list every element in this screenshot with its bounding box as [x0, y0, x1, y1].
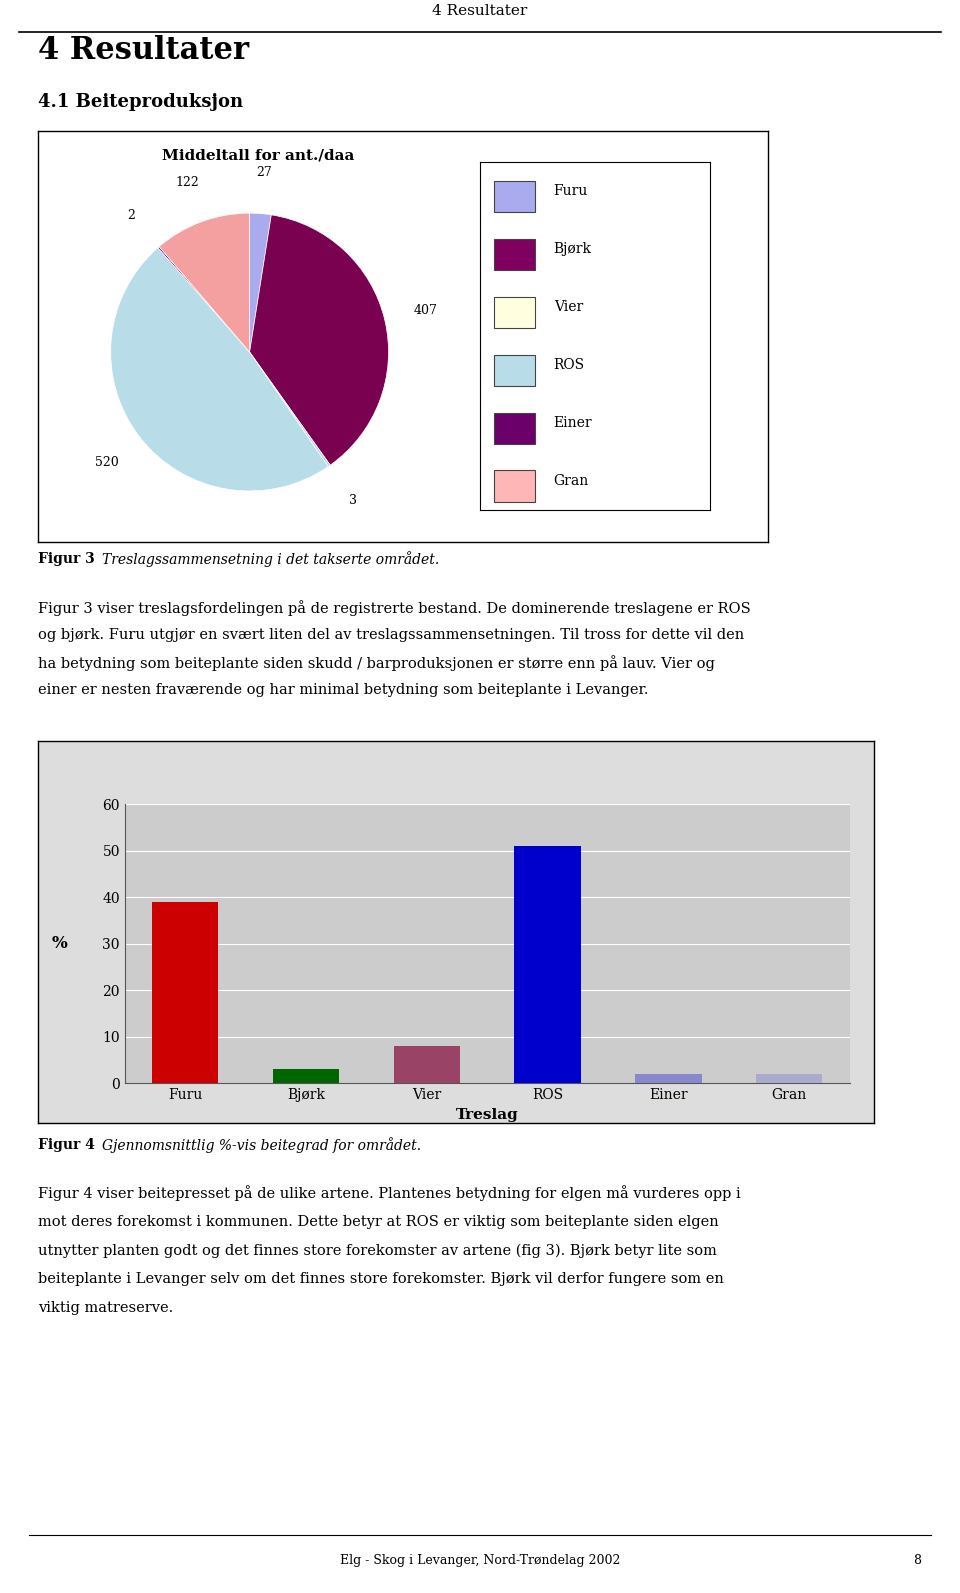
- Bar: [493, 182, 536, 212]
- Text: Middeltall for ant./daa: Middeltall for ant./daa: [162, 148, 354, 162]
- Text: Gran: Gran: [554, 473, 589, 487]
- Text: 122: 122: [175, 177, 199, 190]
- Bar: [493, 470, 536, 502]
- Text: Einer: Einer: [554, 416, 592, 430]
- Bar: [152, 902, 219, 1083]
- Text: Treslagssammensetning i det takserte området.: Treslagssammensetning i det takserte omr…: [102, 551, 440, 567]
- Text: 407: 407: [414, 304, 438, 317]
- Text: Vier: Vier: [554, 299, 583, 314]
- Text: ROS: ROS: [554, 358, 585, 373]
- Text: Bjørk: Bjørk: [554, 242, 591, 256]
- Bar: [493, 355, 536, 386]
- Text: beiteplante i Levanger selv om det finnes store forekomster. Bjørk vil derfor fu: beiteplante i Levanger selv om det finne…: [38, 1273, 724, 1286]
- Text: Figur 3 viser treslagsfordelingen på de registrerte bestand. De dominerende tres: Figur 3 viser treslagsfordelingen på de …: [38, 601, 751, 616]
- Bar: [493, 413, 536, 444]
- Text: viktig matreserve.: viktig matreserve.: [38, 1301, 174, 1314]
- Text: Figur 4: Figur 4: [38, 1139, 100, 1152]
- Wedge shape: [250, 352, 330, 467]
- Bar: [493, 296, 536, 328]
- Text: 3: 3: [349, 494, 357, 507]
- Wedge shape: [250, 213, 272, 352]
- Text: 4.1 Beiteproduksjon: 4.1 Beiteproduksjon: [38, 92, 244, 110]
- Text: Figur 3: Figur 3: [38, 553, 100, 566]
- Bar: [273, 1069, 339, 1083]
- Text: mot deres forekomst i kommunen. Dette betyr at ROS er viktig som beiteplante sid: mot deres forekomst i kommunen. Dette be…: [38, 1215, 719, 1228]
- Text: 27: 27: [256, 166, 272, 178]
- Wedge shape: [110, 247, 328, 491]
- Text: og bjørk. Furu utgjør en svært liten del av treslagssammensetningen. Til tross f: og bjørk. Furu utgjør en svært liten del…: [38, 628, 745, 642]
- Text: 2: 2: [128, 209, 135, 221]
- Bar: [756, 1074, 823, 1083]
- Text: utnytter planten godt og det finnes store forekomster av artene (fig 3). Bjørk b: utnytter planten godt og det finnes stor…: [38, 1243, 717, 1258]
- Text: Figur 4 viser beitepresset på de ulike artene. Plantenes betydning for elgen må : Figur 4 viser beitepresset på de ulike a…: [38, 1185, 741, 1201]
- Bar: [493, 239, 536, 271]
- Wedge shape: [159, 213, 250, 352]
- Wedge shape: [158, 247, 250, 352]
- Bar: [636, 1074, 702, 1083]
- X-axis label: Treslag: Treslag: [456, 1107, 518, 1121]
- Wedge shape: [250, 215, 389, 465]
- Text: Furu: Furu: [554, 185, 588, 199]
- Text: Elg - Skog i Levanger, Nord-Trøndelag 2002: Elg - Skog i Levanger, Nord-Trøndelag 20…: [340, 1553, 620, 1568]
- Text: 520: 520: [95, 457, 119, 470]
- Y-axis label: %: %: [52, 935, 67, 953]
- Bar: [394, 1047, 460, 1083]
- Bar: [515, 846, 581, 1083]
- Text: 4 Resultater: 4 Resultater: [432, 3, 528, 18]
- Text: ha betydning som beiteplante siden skudd / barproduksjonen er større enn på lauv: ha betydning som beiteplante siden skudd…: [38, 655, 715, 671]
- Text: 4 Resultater: 4 Resultater: [38, 35, 250, 67]
- Text: 8: 8: [914, 1553, 922, 1568]
- Text: Gjennomsnittlig %-vis beitegrad for området.: Gjennomsnittlig %-vis beitegrad for områ…: [102, 1137, 421, 1153]
- Text: einer er nesten fraværende og har minimal betydning som beiteplante i Levanger.: einer er nesten fraværende og har minima…: [38, 683, 649, 698]
